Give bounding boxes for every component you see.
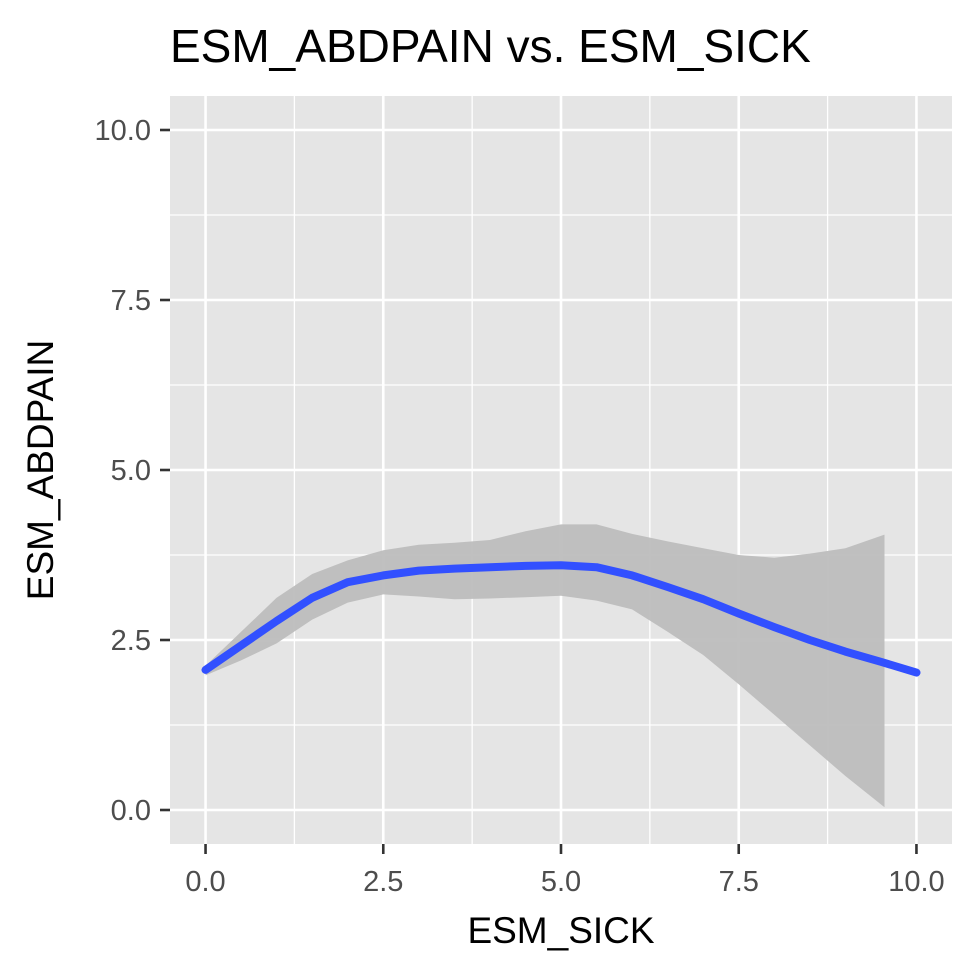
- x-tick-label: 2.5: [363, 866, 403, 898]
- y-tick-label: 10.0: [95, 115, 151, 147]
- y-axis: 0.0 2.5 5.0 7.5 10.0: [95, 115, 170, 827]
- smooth-line-layer: [201, 561, 921, 677]
- x-tick-label: 10.0: [888, 866, 944, 898]
- chart-title: ESM_ABDPAIN vs. ESM_SICK: [170, 20, 811, 72]
- confidence-band: [205, 524, 885, 808]
- y-tick-label: 0.0: [111, 795, 151, 827]
- x-tick-label: 5.0: [541, 866, 581, 898]
- y-tick-label: 2.5: [111, 625, 151, 657]
- x-tick-label: 7.5: [719, 866, 759, 898]
- y-tick-label: 5.0: [111, 455, 151, 487]
- y-tick-label: 7.5: [111, 285, 151, 317]
- y-axis-title: ESM_ABDPAIN: [20, 340, 61, 600]
- confidence-band-layer: [205, 524, 885, 808]
- x-tick-label: 0.0: [185, 866, 225, 898]
- x-axis: 0.0 2.5 5.0 7.5 10.0: [185, 844, 945, 898]
- smooth-line: [201, 561, 921, 677]
- grid-major: [170, 96, 952, 844]
- x-axis-title: ESM_SICK: [467, 910, 654, 951]
